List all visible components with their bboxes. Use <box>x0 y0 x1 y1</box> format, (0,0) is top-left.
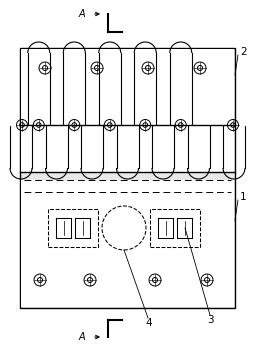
Text: A: A <box>79 332 85 342</box>
Bar <box>21 180 234 307</box>
Text: A: A <box>79 9 85 19</box>
Text: 4: 4 <box>145 318 152 328</box>
Bar <box>21 49 234 172</box>
Text: 2: 2 <box>240 47 247 57</box>
Bar <box>20 48 235 308</box>
Bar <box>48 209 98 247</box>
Text: 3: 3 <box>207 315 214 325</box>
Bar <box>150 209 200 247</box>
Text: 1: 1 <box>240 192 247 202</box>
